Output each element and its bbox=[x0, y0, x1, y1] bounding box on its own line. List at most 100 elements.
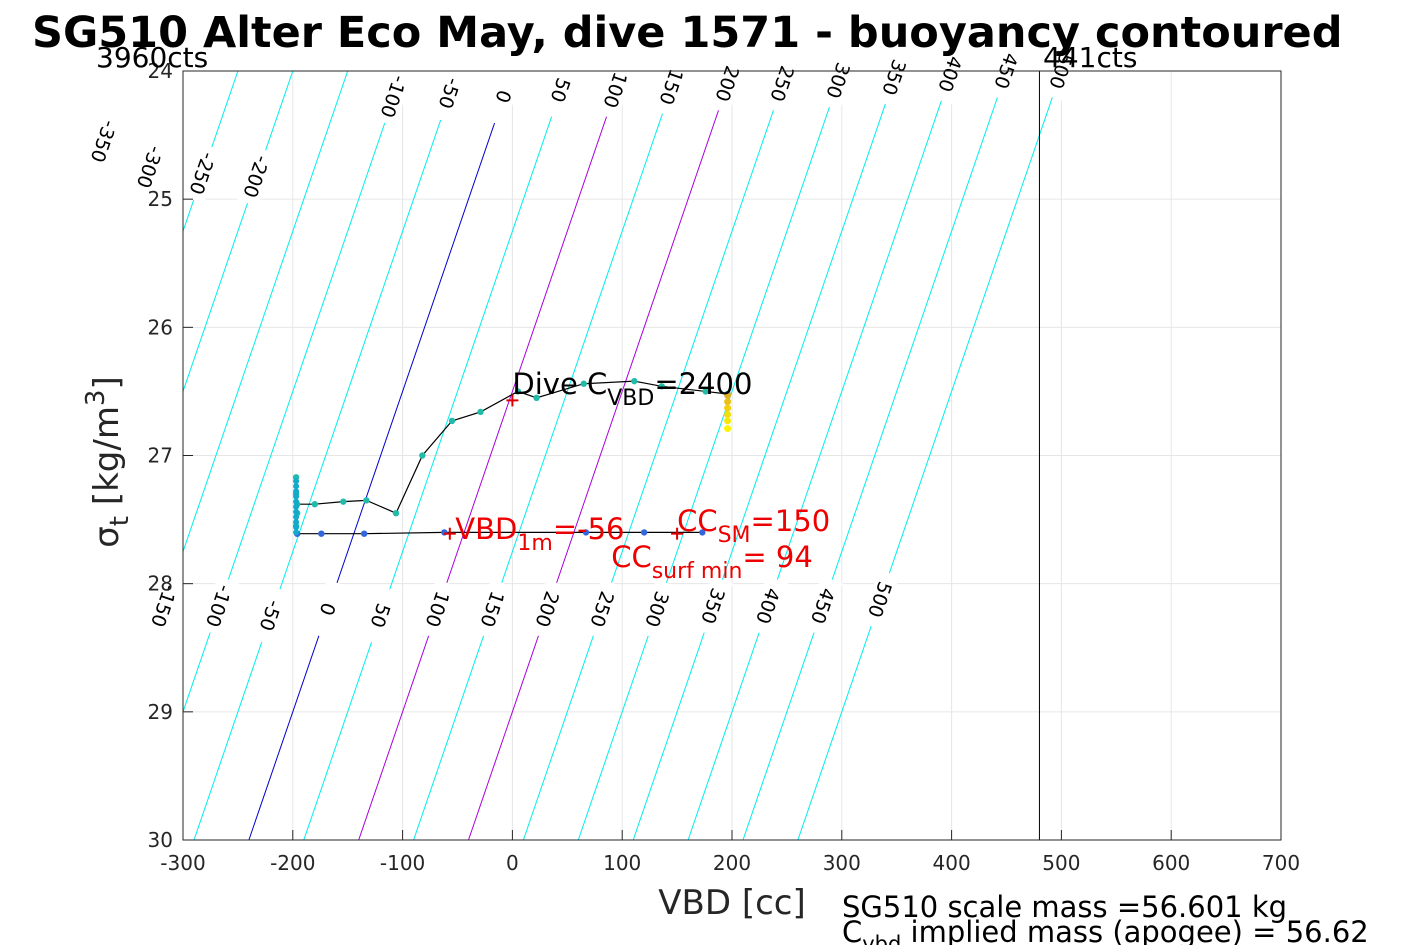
dive-point bbox=[392, 509, 400, 517]
bottom-point bbox=[293, 503, 300, 510]
vbd-1m-annotation-end: =-56 bbox=[553, 512, 625, 546]
y-axis-label-main: σ bbox=[87, 526, 127, 548]
contour-label-bg bbox=[748, 576, 788, 637]
x-tick-label: 600 bbox=[1152, 851, 1190, 875]
contour-line bbox=[632, 71, 898, 840]
contour-label-bg bbox=[693, 576, 733, 637]
dive-point bbox=[363, 497, 370, 504]
x-tick-label: -200 bbox=[270, 851, 315, 875]
y-tick-label: 27 bbox=[148, 444, 173, 468]
bottom-point bbox=[293, 488, 300, 495]
y-tick-label: 24 bbox=[148, 59, 173, 83]
contour-line bbox=[468, 71, 733, 840]
footer-implied-mass-end: implied mass (apogee) = 56.62 bbox=[901, 915, 1368, 945]
contour-line bbox=[687, 71, 953, 840]
x-tick-label: -300 bbox=[160, 851, 205, 875]
bottom-point bbox=[293, 508, 300, 515]
dive-point bbox=[419, 452, 426, 459]
vbd-1m-annotation-sub: 1m bbox=[517, 531, 552, 556]
bottom-point bbox=[293, 478, 300, 485]
contour-label-bg bbox=[931, 44, 970, 105]
contour-label: -350 bbox=[86, 117, 121, 165]
contour-label-bg bbox=[430, 63, 470, 124]
bottom-point bbox=[293, 483, 300, 490]
cc-sm-annotation-sub: SM bbox=[718, 523, 751, 548]
x-tick-label: 700 bbox=[1262, 851, 1300, 875]
x-tick-label: 0 bbox=[506, 851, 519, 875]
footer-implied-mass: Cvbd implied mass (apogee) = 56.62 bbox=[842, 915, 1369, 945]
y-axis-label-sub: t bbox=[105, 516, 135, 526]
contour-label-bg bbox=[708, 53, 748, 114]
dive-data bbox=[292, 377, 732, 537]
dive-cvbd-annotation-main: Dive C bbox=[512, 367, 607, 401]
contour-label-bg bbox=[473, 579, 513, 640]
dive-point bbox=[631, 377, 638, 385]
dive-point bbox=[340, 498, 347, 505]
vbd-1m-annotation: VBD1m=-56 bbox=[455, 512, 624, 556]
contour-label-bg bbox=[860, 569, 900, 630]
contour-label-bg bbox=[528, 579, 568, 640]
cc-sm-annotation: CCSM=150 bbox=[677, 504, 830, 548]
y-tick-label: 29 bbox=[148, 700, 173, 724]
x-tick-label: 500 bbox=[1042, 851, 1080, 875]
contour-label-bg bbox=[541, 60, 581, 121]
bottom-point bbox=[293, 519, 300, 526]
dive-point bbox=[658, 383, 665, 390]
contour-line bbox=[193, 71, 458, 840]
cc-surf-min-annotation-end: = 94 bbox=[742, 540, 812, 574]
x-axis-label: VBD [cc] bbox=[658, 883, 806, 923]
contour-label-bg bbox=[130, 137, 170, 198]
contour-line bbox=[797, 71, 1062, 840]
y-axis-label-sup: 3 bbox=[81, 390, 111, 407]
y-tick-label: 30 bbox=[148, 828, 173, 852]
x-tick-label: -100 bbox=[380, 851, 425, 875]
near-surface-point bbox=[724, 425, 732, 433]
near-surface-point bbox=[724, 391, 732, 399]
near-surface-point bbox=[724, 398, 732, 406]
climb-point bbox=[699, 529, 706, 536]
climb-point bbox=[318, 530, 325, 537]
contour-label-bg bbox=[84, 111, 124, 172]
contour-label-bg bbox=[803, 576, 843, 637]
footer-scale-mass: SG510 scale mass =56.601 kg bbox=[842, 890, 1287, 924]
x-tick-label: 100 bbox=[603, 851, 641, 875]
contour-line bbox=[522, 71, 788, 840]
dive-point bbox=[514, 388, 522, 395]
cc-sm-annotation-main: CC bbox=[677, 504, 718, 538]
y-axis-label-end: ] bbox=[87, 376, 127, 389]
contour-label-bg bbox=[374, 66, 414, 127]
footer-implied-mass-sub: vbd bbox=[862, 932, 901, 945]
y-axis-label-rest: [kg/m bbox=[87, 406, 127, 516]
dive-point bbox=[533, 394, 540, 402]
y-tick-label: 25 bbox=[148, 187, 173, 211]
footer-implied-mass-main: C bbox=[842, 915, 862, 945]
contour-line bbox=[248, 71, 513, 840]
bottom-point bbox=[293, 498, 300, 505]
dive-cvbd-annotation: Dive CVBD=2400 bbox=[512, 367, 752, 411]
contour-label-bg bbox=[652, 56, 692, 118]
bottom-point bbox=[293, 514, 300, 521]
dive-point bbox=[477, 408, 484, 416]
near-surface-point bbox=[724, 404, 732, 412]
contour-label-bg bbox=[596, 60, 636, 121]
contour-line bbox=[742, 71, 1007, 840]
contour-line bbox=[577, 71, 843, 840]
axis-ticks: -300 -200 -100 0 100 200 300 400 500 600 700 24 25 26… bbox=[148, 59, 1301, 875]
climb-point bbox=[582, 529, 590, 536]
dive-point bbox=[702, 388, 709, 395]
contour-label-bg bbox=[763, 53, 802, 114]
contour-label-bg bbox=[484, 66, 524, 127]
contour-label-bg bbox=[308, 579, 348, 640]
contour-label-bg bbox=[637, 579, 677, 640]
dive-cvbd-annotation-sub: VBD bbox=[607, 386, 654, 411]
bottom-point bbox=[293, 524, 300, 531]
x-tick-label: 200 bbox=[713, 851, 751, 875]
contour-label-bg bbox=[237, 146, 277, 207]
contour-label-bg bbox=[582, 579, 622, 640]
dive-point bbox=[448, 417, 456, 425]
counts-right-label: 441cts bbox=[1043, 41, 1137, 74]
y-axis-label: σt [kg/m3] bbox=[81, 376, 135, 548]
near-surface-point bbox=[724, 417, 732, 425]
contour-label-bg bbox=[875, 47, 914, 108]
